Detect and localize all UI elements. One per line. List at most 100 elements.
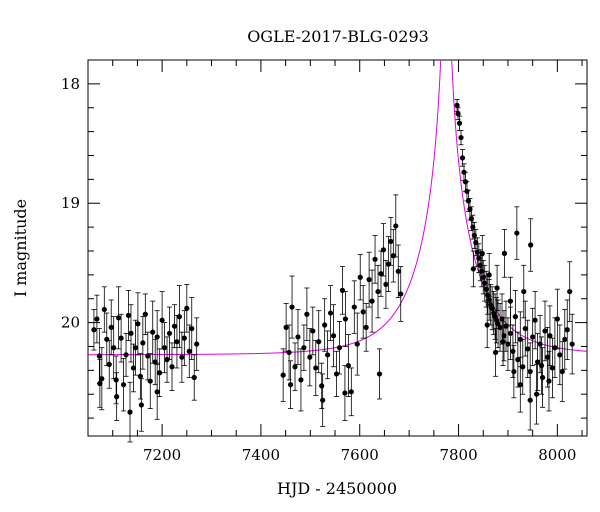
data-marker (287, 382, 294, 388)
data-marker (357, 274, 363, 280)
data-marker (521, 288, 527, 295)
data-point (283, 303, 289, 352)
data-marker (525, 346, 531, 352)
tick-labels: 7200 7400 7600 7800 8000 18 19 20 (61, 75, 577, 464)
data-marker (511, 368, 517, 375)
data-marker (301, 345, 307, 351)
x-tick-label: 7800 (439, 446, 477, 464)
data-marker (569, 341, 575, 347)
axis-ticks (87, 59, 587, 436)
data-marker (322, 322, 328, 328)
x-tick-label: 7600 (341, 446, 379, 464)
data-point (497, 303, 503, 352)
data-marker (292, 364, 298, 370)
data-point (118, 313, 124, 363)
data-point (470, 250, 476, 288)
data-point (569, 313, 575, 375)
data-point (500, 317, 506, 366)
data-marker (140, 340, 146, 346)
data-marker (333, 371, 340, 377)
data-marker (181, 335, 187, 341)
data-marker (345, 362, 351, 369)
data-point (127, 381, 133, 443)
data-marker (360, 309, 366, 315)
data-marker (304, 311, 310, 317)
data-point (459, 149, 466, 167)
data-point (307, 328, 313, 387)
data-point (354, 312, 360, 376)
data-marker (492, 349, 499, 356)
data-marker (546, 378, 552, 384)
data-point (383, 260, 389, 309)
data-marker (106, 361, 112, 367)
data-point (137, 353, 143, 400)
data-point (564, 299, 570, 361)
data-marker (372, 256, 378, 262)
data-marker (111, 345, 117, 351)
data-marker (547, 333, 553, 339)
data-point (106, 340, 112, 389)
data-marker (562, 336, 568, 342)
data-point (135, 292, 141, 356)
data-point (189, 297, 195, 361)
data-marker (128, 330, 134, 336)
data-marker (454, 102, 460, 108)
data-point (372, 235, 378, 284)
data-marker (459, 155, 466, 161)
data-marker (497, 324, 503, 330)
data-marker (320, 397, 326, 403)
data-marker (147, 378, 153, 384)
data-marker (484, 322, 490, 328)
data-point (521, 264, 527, 319)
data-marker (549, 365, 556, 371)
data-marker (154, 334, 160, 340)
plot-frame (87, 59, 588, 437)
data-point (120, 358, 127, 412)
data-marker (94, 316, 100, 322)
data-point (154, 310, 160, 364)
data-point (522, 300, 528, 357)
data-point (507, 276, 514, 326)
data-marker (316, 339, 322, 345)
data-point (166, 306, 173, 361)
data-point (94, 294, 100, 344)
data-marker (376, 371, 383, 377)
data-point (301, 324, 307, 371)
data-marker (557, 352, 563, 358)
chart-title: OGLE-2017-BLG-0293 (247, 27, 429, 46)
x-axis-label: HJD - 2450000 (277, 479, 397, 498)
data-point (557, 324, 563, 386)
data-marker (319, 383, 325, 389)
data-point (287, 360, 294, 409)
data-point (99, 347, 105, 411)
data-marker (479, 250, 485, 256)
data-point (492, 328, 499, 377)
data-marker (534, 359, 541, 365)
data-marker (398, 291, 404, 297)
data-marker (174, 339, 180, 345)
data-marker (528, 242, 534, 248)
data-point (398, 266, 404, 322)
data-point (390, 229, 396, 283)
data-point (169, 342, 175, 392)
data-marker (388, 238, 394, 245)
data-point (138, 378, 144, 432)
data-point (191, 354, 197, 401)
data-marker (132, 345, 139, 351)
data-point (316, 310, 322, 374)
data-point (295, 309, 301, 365)
data-point (128, 304, 134, 363)
data-point (542, 300, 548, 362)
data-marker (130, 365, 137, 371)
data-point (494, 264, 500, 312)
data-marker (534, 391, 540, 397)
data-marker (101, 306, 107, 313)
data-point (527, 369, 533, 431)
data-point (511, 344, 517, 399)
data-marker (184, 305, 190, 311)
data-point (486, 252, 492, 297)
data-point (157, 348, 163, 398)
data-marker (385, 261, 391, 267)
data-point (348, 367, 354, 417)
